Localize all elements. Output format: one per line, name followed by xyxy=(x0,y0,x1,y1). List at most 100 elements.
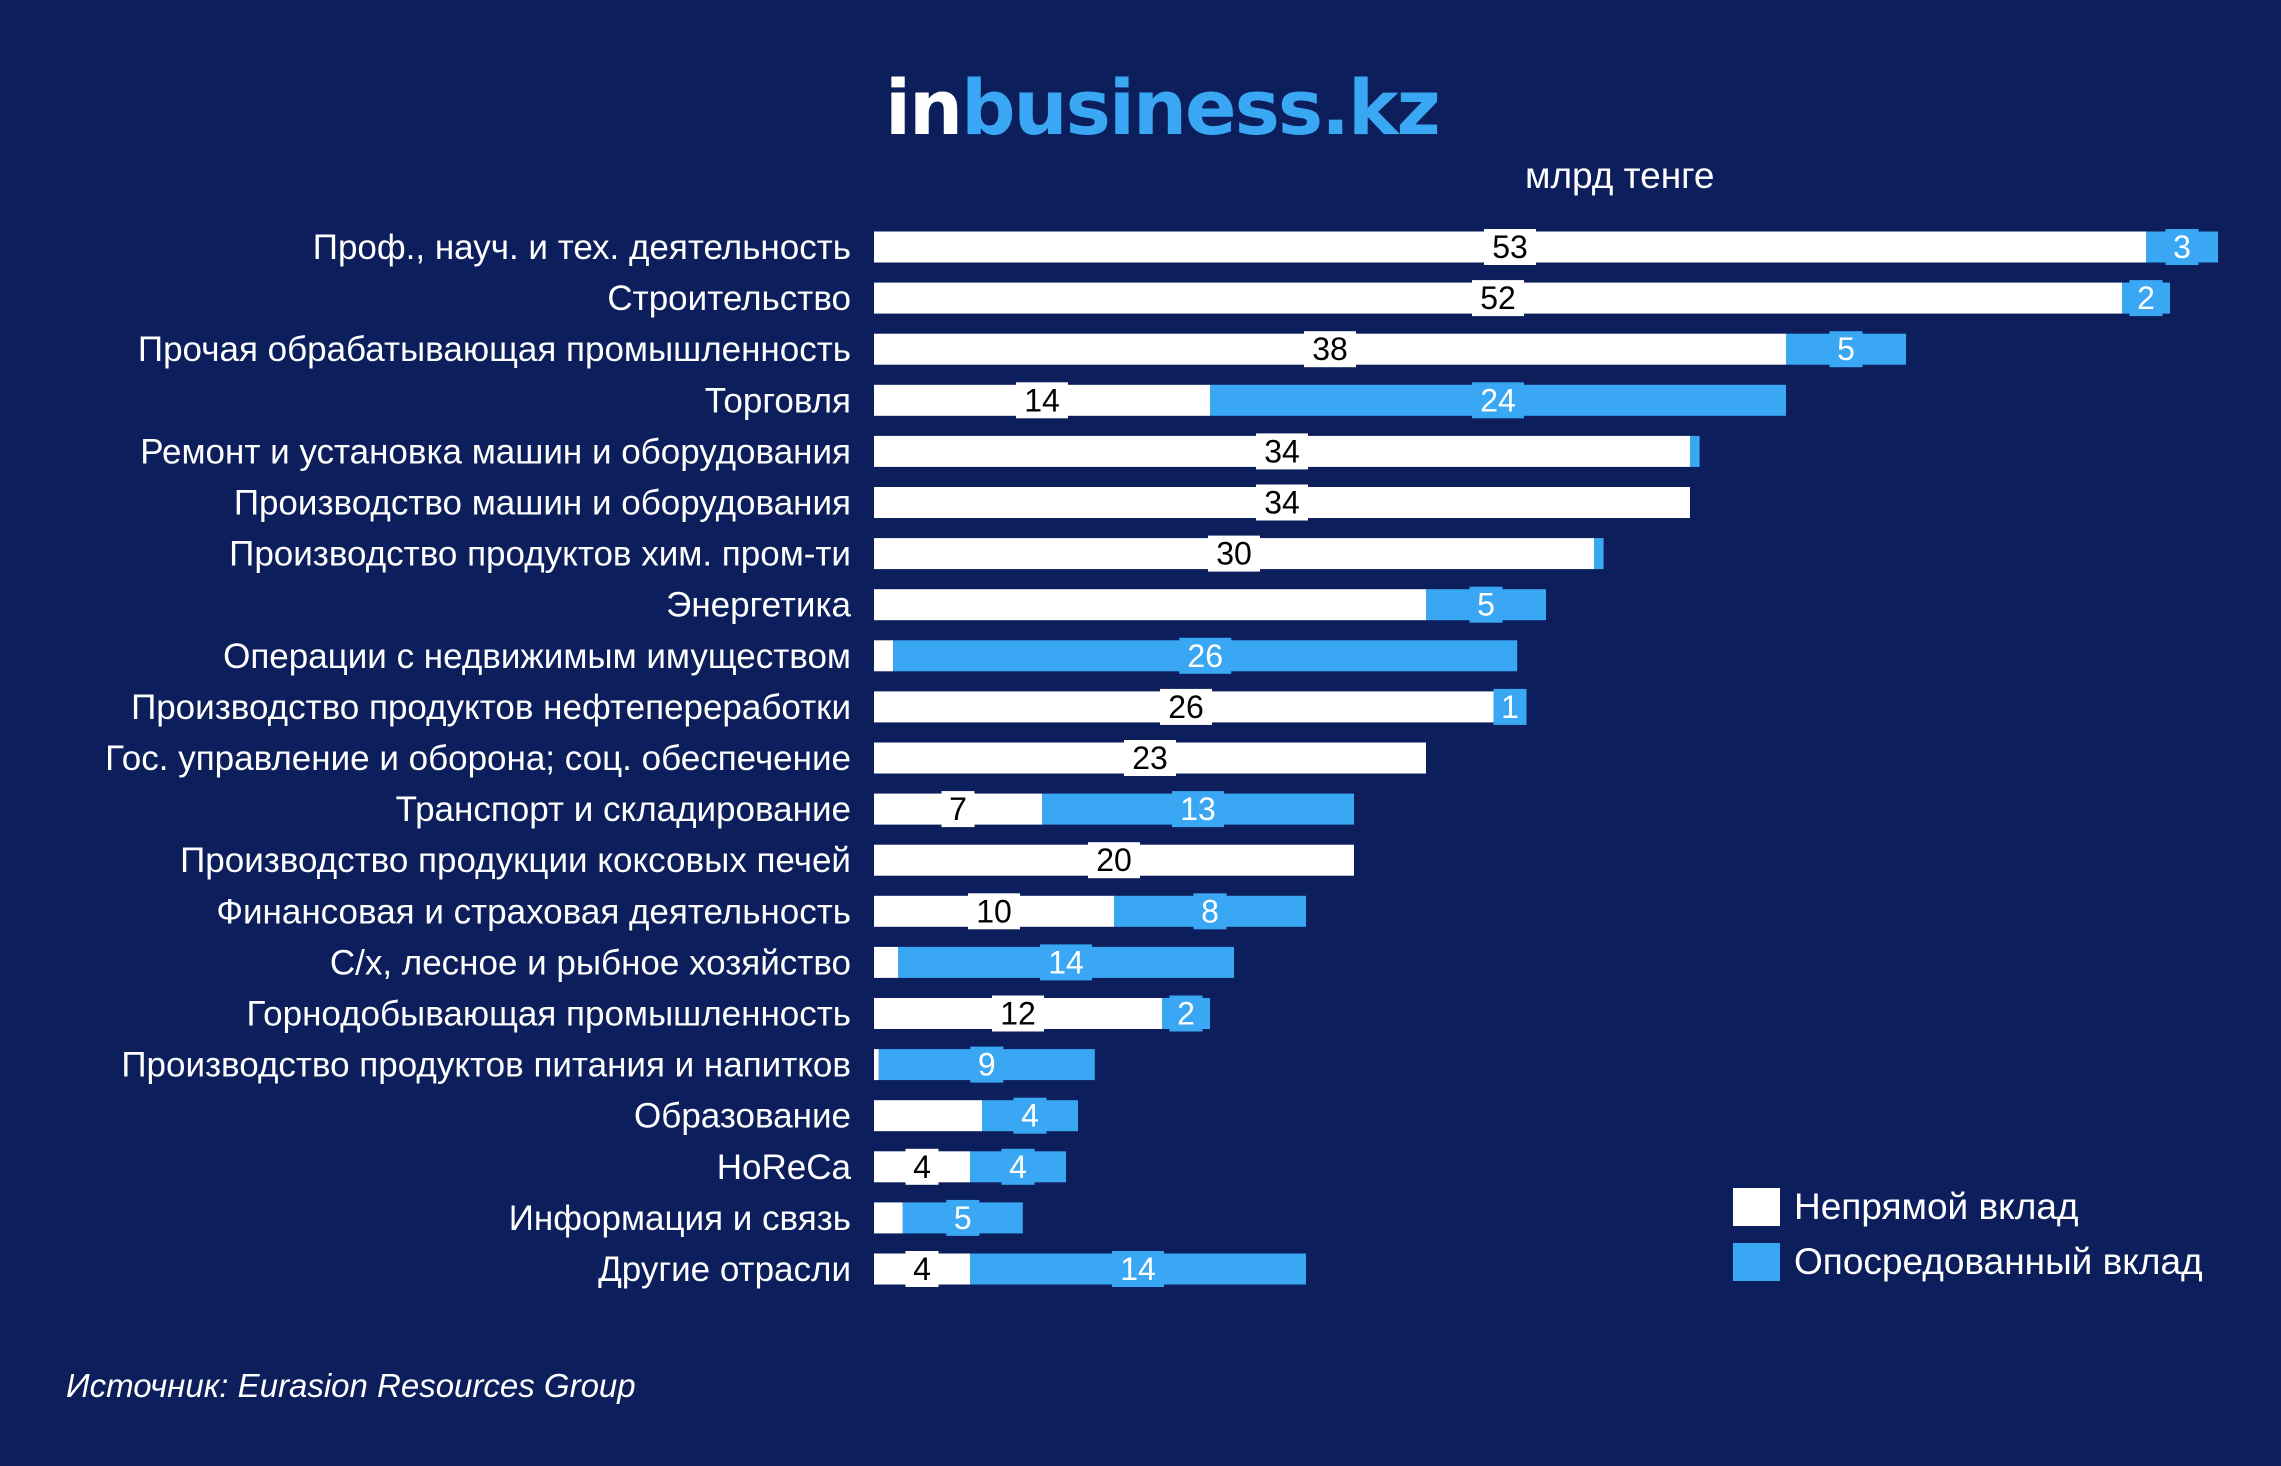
value-label: 34 xyxy=(1264,485,1300,521)
value-label-box xyxy=(1472,280,1524,317)
value-label-box xyxy=(1179,637,1232,674)
legend-item-mediated: Опосредованный вклад xyxy=(1733,1240,2203,1284)
category-label: Производство продуктов хим. пром-ти xyxy=(229,535,851,574)
legend-swatch-indirect xyxy=(1733,1188,1780,1226)
category-label: С/х, лесное и рыбное хозяйство xyxy=(330,943,851,982)
value-label: 4 xyxy=(913,1149,931,1185)
inbusiness-logo: inbusiness.kz xyxy=(885,70,1441,146)
value-label: 34 xyxy=(1264,433,1300,469)
category-label: Другие отрасли xyxy=(598,1250,851,1289)
bar-mediated xyxy=(1690,435,1700,467)
value-label: 2 xyxy=(1177,996,1195,1032)
value-label-box xyxy=(1001,1148,1035,1185)
unit-label: млрд тенге xyxy=(1525,155,1715,196)
category-label: Ремонт и установка машин и оборудования xyxy=(140,432,851,471)
logo-part-business: business.kz xyxy=(961,63,1441,152)
value-label: 7 xyxy=(949,791,967,827)
value-label: 13 xyxy=(1180,791,1216,827)
category-label: HoReCa xyxy=(717,1148,852,1187)
value-label-box xyxy=(1169,995,1203,1032)
value-label: 2 xyxy=(2137,280,2155,316)
value-label: 12 xyxy=(1000,996,1036,1032)
value-label: 23 xyxy=(1132,740,1168,776)
value-label: 5 xyxy=(1837,331,1855,367)
value-label: 8 xyxy=(1201,893,1219,929)
value-label-box xyxy=(1469,586,1503,623)
value-label-box xyxy=(970,1046,1004,1083)
value-label: 10 xyxy=(976,893,1012,929)
value-label: 30 xyxy=(1216,536,1252,572)
value-label: 52 xyxy=(1480,280,1516,316)
legend-label-mediated: Опосредованный вклад xyxy=(1794,1241,2203,1282)
value-label-box xyxy=(1193,893,1227,930)
value-label-box xyxy=(1088,842,1140,879)
category-label: Горнодобывающая промышленность xyxy=(247,995,851,1034)
bar-mediated xyxy=(1594,538,1604,570)
value-label-box xyxy=(905,1251,939,1287)
value-label: 4 xyxy=(913,1251,931,1287)
value-label-box xyxy=(1016,382,1068,419)
value-label-box xyxy=(1256,484,1308,521)
value-label-box xyxy=(1829,331,1863,368)
value-label-box xyxy=(1304,331,1356,368)
value-label: 5 xyxy=(954,1200,972,1236)
value-label-box xyxy=(1493,688,1527,725)
bar-indirect xyxy=(874,1100,982,1132)
value-label-box xyxy=(2165,229,2199,265)
value-label-box xyxy=(1040,944,1092,981)
legend-item-indirect: Непрямой вклад xyxy=(1733,1185,2203,1229)
category-label: Образование xyxy=(634,1097,851,1136)
legend: Непрямой вклад Опосредованный вклад xyxy=(1733,1185,2203,1295)
category-label: Производство продуктов нефтепереработки xyxy=(131,688,851,727)
bar-indirect xyxy=(874,589,1426,621)
value-label-box xyxy=(905,1148,939,1185)
logo-part-in: in xyxy=(885,63,963,152)
value-label-box xyxy=(946,1199,980,1236)
category-label: Транспорт и складирование xyxy=(396,790,851,829)
value-label-box xyxy=(1472,382,1524,419)
value-label-box xyxy=(992,995,1044,1032)
value-label-box xyxy=(968,893,1020,930)
category-label: Финансовая и страховая деятельность xyxy=(216,892,851,931)
source-note: Источник: Eurasion Resources Group xyxy=(66,1367,636,1404)
category-label: Производство продуктов питания и напитко… xyxy=(121,1046,851,1085)
category-label: Проф., науч. и тех. деятельность xyxy=(313,228,851,267)
category-label: Производство машин и оборудования xyxy=(234,484,851,523)
value-label: 14 xyxy=(1048,944,1084,980)
value-label: 26 xyxy=(1168,689,1204,725)
value-label: 14 xyxy=(1120,1251,1156,1287)
bar-indirect xyxy=(874,1202,903,1234)
value-label: 1 xyxy=(1501,689,1519,725)
value-label: 38 xyxy=(1312,331,1348,367)
value-label-box xyxy=(1172,791,1224,828)
legend-swatch-mediated xyxy=(1733,1243,1780,1281)
value-label: 9 xyxy=(978,1047,996,1083)
value-label-box xyxy=(1484,229,1536,265)
category-label: Энергетика xyxy=(666,586,851,625)
category-label: Операции с недвижимым имуществом xyxy=(223,637,851,676)
category-label: Производство продукции коксовых печей xyxy=(180,841,851,880)
value-label: 14 xyxy=(1024,382,1060,418)
value-label: 24 xyxy=(1480,382,1516,418)
bar-indirect xyxy=(874,946,898,978)
value-label: 26 xyxy=(1187,638,1223,674)
bar-indirect xyxy=(874,640,894,672)
category-label: Торговля xyxy=(705,381,851,420)
value-label: 3 xyxy=(2173,229,2191,265)
category-label: Прочая обрабатывающая промышленность xyxy=(138,330,851,369)
category-label: Строительство xyxy=(607,279,851,318)
value-label-box xyxy=(941,791,975,828)
value-label: 20 xyxy=(1096,842,1132,878)
bar-indirect xyxy=(874,1049,879,1081)
value-label: 4 xyxy=(1009,1149,1027,1185)
category-label: Гос. управление и оборона; соц. обеспече… xyxy=(105,739,851,778)
value-label: 53 xyxy=(1492,229,1528,265)
value-label-box xyxy=(1112,1251,1164,1287)
value-label: 4 xyxy=(1021,1098,1039,1134)
value-label-box xyxy=(1013,1097,1047,1134)
value-label-box xyxy=(1124,740,1176,776)
value-label-box xyxy=(1256,433,1308,470)
category-label: Информация и связь xyxy=(509,1199,851,1238)
